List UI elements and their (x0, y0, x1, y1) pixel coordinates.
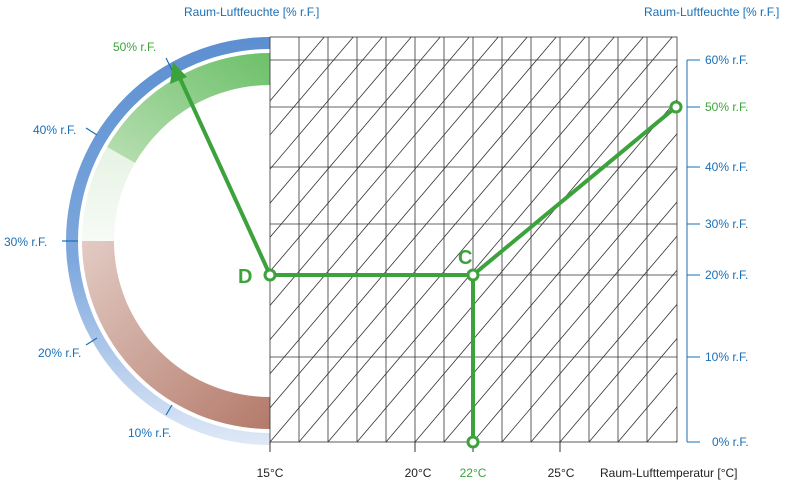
grid-diagonal-line (298, 37, 644, 442)
grid-diagonal-line (327, 37, 673, 442)
gauge-tick-marks (62, 57, 173, 416)
grid-diagonal-line (414, 133, 677, 442)
grid-diagonal-line (734, 37, 800, 442)
grid-diagonal-line (530, 269, 677, 442)
gauge-label-30: 30% r.F. (4, 235, 47, 249)
gauge-arrow-head (170, 62, 187, 84)
grid-diagonal-line (559, 303, 677, 442)
grid-diagonal-line (675, 440, 677, 442)
right-tick-40: 40% r.F. (705, 160, 748, 174)
point-label-d: D (238, 266, 252, 288)
x-tick-15: 15°C (257, 466, 284, 480)
right-tick-60: 60% r.F. (705, 53, 748, 67)
grid-diagonal-line (270, 37, 586, 409)
point-c (466, 268, 480, 282)
grid-diagonal-line (385, 99, 677, 442)
point-label-c: C (458, 247, 472, 269)
grid-diagonal-line (792, 37, 800, 442)
x-tick-25: 25°C (548, 466, 575, 480)
x-axis-label: Raum-Lufttemperatur [°C] (600, 466, 738, 480)
gauge-label-50: 50% r.F. (113, 40, 156, 54)
gauge-green-segment (107, 52, 270, 163)
gauge-brown-segment (82, 241, 270, 429)
gauge-pale-segment (81, 147, 135, 241)
right-tick-10: 10% r.F. (705, 350, 748, 364)
grid-diagonal-line (270, 37, 354, 136)
bottom-temperature-axis: 15°C 20°C 22°C 25°C Raum-Lufttemperatur … (257, 442, 738, 480)
gauge-label-20: 20% r.F. (38, 346, 81, 360)
x-tick-22: 22°C (460, 466, 487, 480)
grid-diagonal-line (705, 37, 800, 442)
chart-grid (269, 36, 800, 443)
reading-path (176, 72, 678, 444)
grid-diagonal-line (356, 64, 677, 442)
grid-diagonal-line (270, 37, 441, 238)
grid-diagonal-line (270, 37, 499, 307)
grid-diagonal-line (270, 37, 557, 375)
grid-diagonal-line (270, 37, 528, 341)
grid-diagonal-line (763, 37, 800, 442)
path-22c-to-50pct (471, 105, 678, 444)
grid-diagonal-line (472, 201, 677, 442)
right-tick-20: 20% r.F. (705, 268, 748, 282)
grid-diagonal-line (588, 337, 677, 442)
gauge-label-10: 10% r.F. (128, 426, 171, 440)
grid-diagonal-line (270, 37, 383, 170)
x-tick-20: 20°C (405, 466, 432, 480)
grid-diagonal-line (443, 167, 677, 442)
right-tick-30: 30% r.F. (705, 217, 748, 231)
left-axis-title: Raum-Luftfeuchte [% r.F.] (184, 5, 319, 19)
grid-diagonal-line (270, 37, 412, 204)
right-humidity-axis: 60% r.F. 50% r.F. 40% r.F. 30% r.F. 20% … (686, 53, 749, 449)
right-axis-title: Raum-Luftfeuchte [% r.F.] (644, 5, 779, 19)
point-50pct (669, 100, 683, 114)
grid-diagonal-line (270, 37, 615, 442)
point-22c (466, 435, 480, 449)
grid-diagonal-line (617, 371, 677, 442)
right-tick-0: 0% r.F. (712, 435, 749, 449)
point-d (263, 268, 277, 282)
right-tick-50: 50% r.F. (705, 100, 748, 114)
humidity-gauge: 50% r.F. 40% r.F. 30% r.F. 20% r.F. 10% … (4, 37, 270, 445)
grid-diagonal-line (501, 235, 677, 442)
grid-diagonal-line (270, 37, 470, 273)
gauge-label-40: 40% r.F. (33, 123, 76, 137)
